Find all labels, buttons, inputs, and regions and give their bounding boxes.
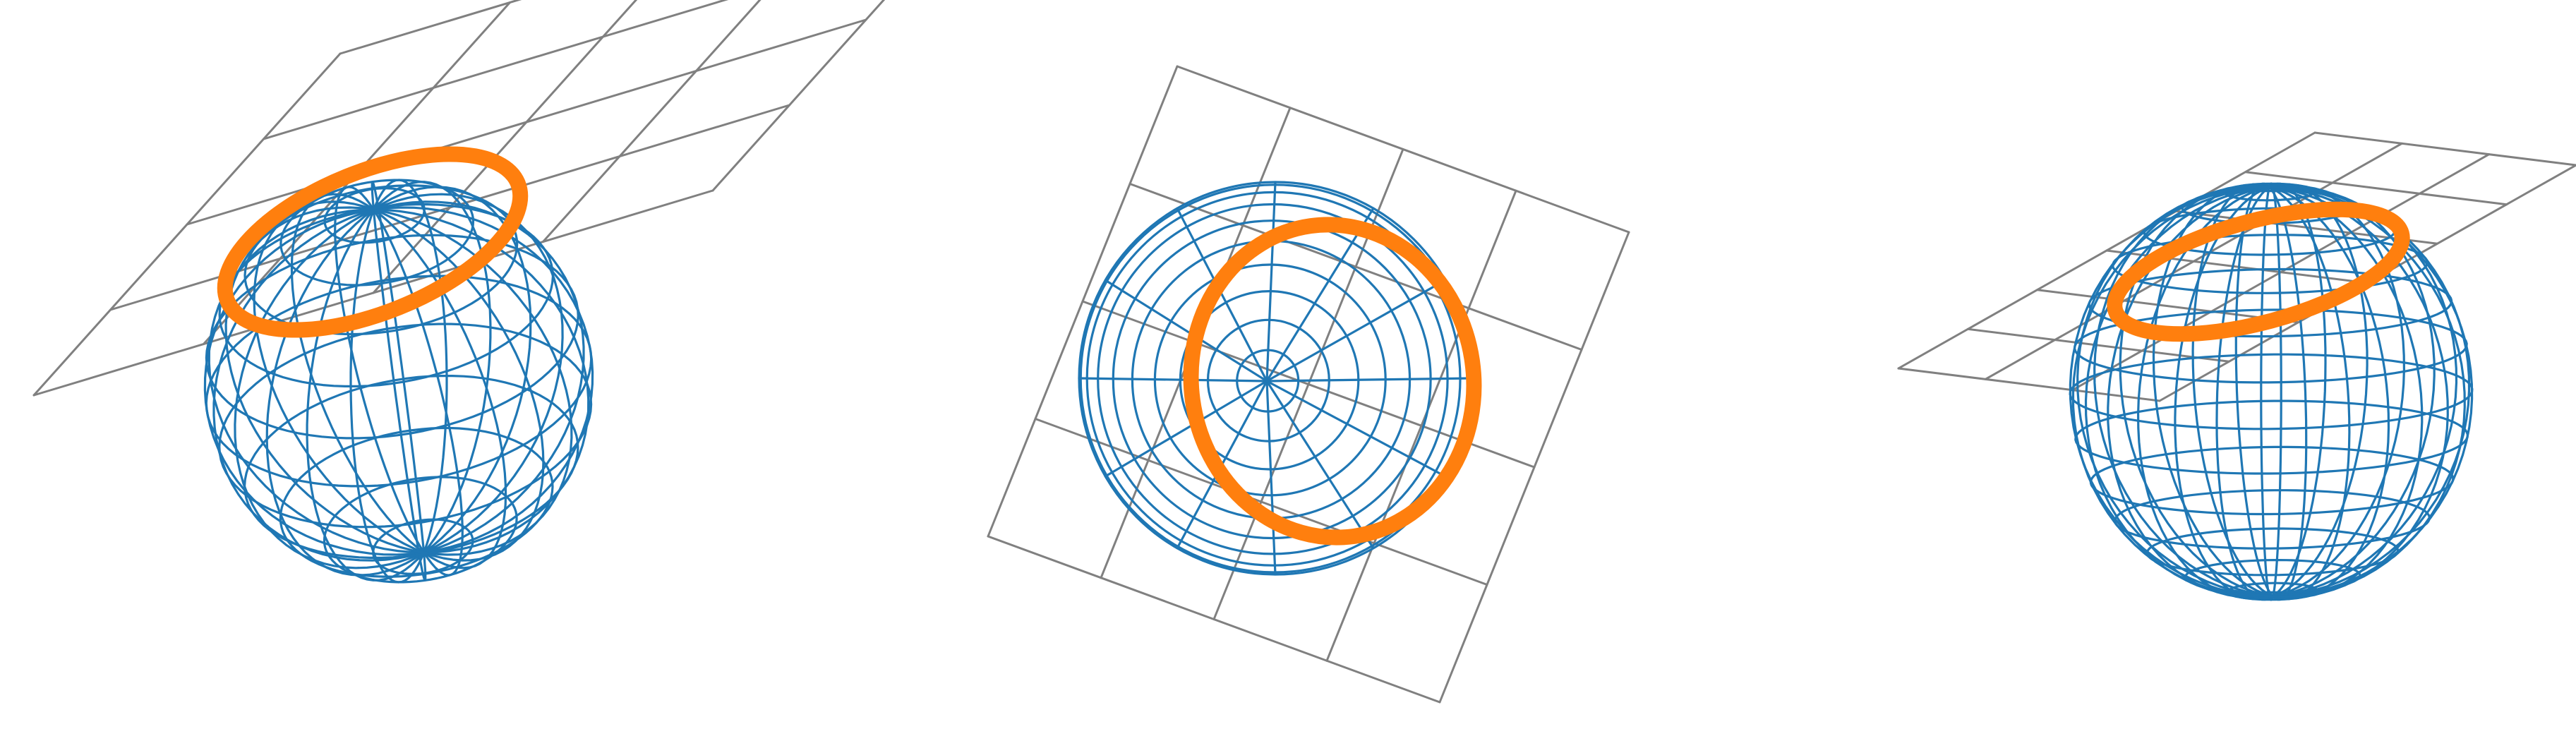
plane-grid-line [372, 0, 638, 294]
sphere-parallel [372, 518, 474, 575]
plane-grid-line [1897, 131, 2316, 370]
plane-grid-line [1325, 189, 1517, 662]
sphere-meridian [2174, 183, 2369, 601]
sphere-parallel [243, 375, 579, 559]
plane-grid-line [711, 0, 886, 192]
sphere-meridian [1265, 380, 1277, 576]
sphere-meridian [1078, 377, 1268, 382]
plane-grid-line [1438, 231, 1630, 704]
plane-grid-line [2244, 171, 2508, 206]
panel-low-oblique-view [1897, 131, 2576, 601]
sphere-meridian [1265, 279, 1447, 382]
plane-grid-line [339, 0, 522, 55]
plane-grid-line [32, 52, 342, 397]
panel-top-view [987, 65, 1630, 704]
sphere-parallel [323, 187, 426, 244]
sphere-meridian [1104, 279, 1268, 382]
sphere-parallel [2114, 489, 2431, 550]
sphere-meridian [1265, 207, 1375, 382]
sphere-meridian [2215, 182, 2327, 601]
sphere-meridian [1104, 380, 1268, 478]
sphere-meridian [1265, 377, 1473, 382]
sphere-meridian [1265, 380, 1447, 478]
sphere-parallel [205, 275, 593, 488]
plane-grid-line [2071, 153, 2491, 392]
plane-grid-line [2313, 131, 2576, 167]
plane-grid-line [2036, 289, 2300, 324]
intersection-circle [1183, 217, 1482, 546]
sphere-parallel [2074, 399, 2469, 475]
sphere-meridian [1176, 207, 1268, 382]
sphere-parallel [2181, 190, 2358, 224]
intersection-circle [217, 146, 529, 338]
plane-grid-line [1897, 367, 2161, 402]
plane-grid-line [987, 65, 1179, 538]
sphere-parallel [323, 476, 518, 584]
sphere-parallel [2089, 445, 2455, 516]
sphere-meridian [290, 193, 507, 570]
intersection-circle [2107, 201, 2410, 342]
sphere-meridian [349, 179, 448, 584]
sphere-parallel [205, 234, 579, 440]
plane-grid-line [1984, 142, 2403, 380]
plane-grid-line [542, 0, 762, 243]
sphere-meridian [2260, 182, 2282, 601]
sphere-meridian [2076, 186, 2466, 598]
plane-grid-line [263, 0, 729, 140]
plane-grid-line [1966, 327, 2230, 363]
sphere-parallel [2227, 582, 2319, 601]
sphere-parallel [2074, 308, 2468, 384]
sphere-meridian [1265, 181, 1277, 382]
sphere-meridian [1265, 380, 1375, 550]
sphere-parallel [2184, 559, 2361, 594]
sphere-parallel [2145, 527, 2400, 577]
sphere-parallel [2069, 353, 2474, 430]
sphere-parallel [218, 323, 593, 529]
sphere-parallel [279, 426, 554, 578]
panel-oblique-view [32, 0, 886, 584]
sphere-meridian [2234, 182, 2308, 601]
sphere-parallel [2223, 182, 2316, 202]
